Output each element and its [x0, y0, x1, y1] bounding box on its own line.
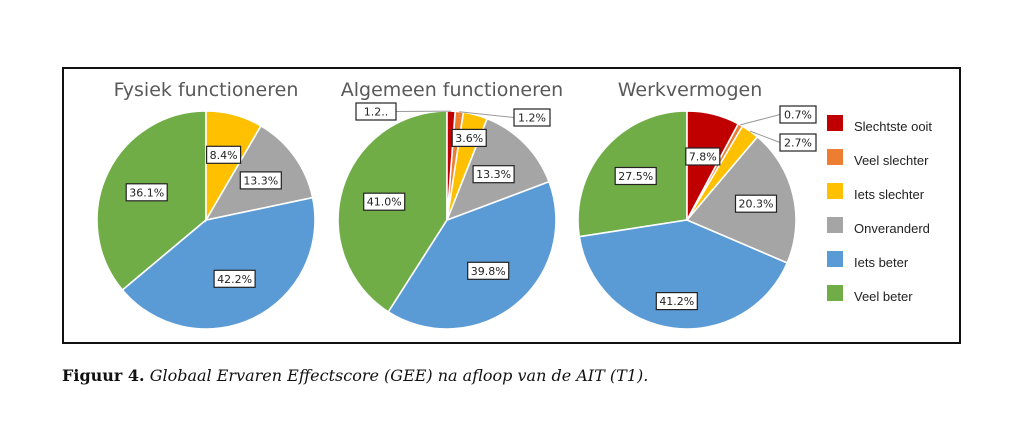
- data-label-text: 39.8%: [471, 265, 506, 278]
- data-label: 20.3%: [734, 194, 778, 213]
- legend-swatch: [827, 251, 843, 267]
- data-label-box: [451, 128, 487, 147]
- leader-line: [749, 130, 781, 143]
- pie-fysiek-functioneren: Fysiek functioneren 8.4% 13.3% 42.2% 36.1%: [96, 79, 316, 330]
- data-labels: 8.4% 13.3% 42.2% 36.1%: [125, 145, 282, 288]
- data-label-box: [213, 269, 256, 288]
- caption-label: Figuur 4.: [62, 366, 145, 385]
- pie-algemeen-functioneren: Algemeen functioneren 1.2.. 1.2% 3.6% 13.3%…: [337, 79, 563, 330]
- legend-swatch: [827, 217, 843, 233]
- data-label-box: [206, 145, 242, 164]
- data-label-box: [779, 105, 817, 124]
- data-label: 7.8%: [685, 147, 721, 166]
- legend-item: Slechtste ooit: [827, 115, 932, 134]
- pie-slice-iets-beter: [578, 219, 789, 330]
- caption-text: Globaal Ervaren Effectscore (GEE) na afl…: [149, 366, 649, 385]
- data-label-box: [513, 108, 551, 127]
- data-label: 1.2..: [355, 102, 452, 121]
- legend-swatch: [827, 115, 843, 131]
- data-label: 8.4%: [206, 145, 242, 164]
- data-label: 2.7%: [749, 130, 817, 152]
- data-label: 1.2%: [459, 108, 551, 127]
- data-label-text: 13.3%: [476, 168, 511, 181]
- data-label-box: [125, 183, 168, 202]
- figure-caption: Figuur 4. Globaal Ervaren Effectscore (G…: [62, 366, 648, 385]
- legend-label: Iets slechter: [854, 187, 925, 202]
- data-label: 39.8%: [467, 261, 510, 280]
- pie-title: Werkvermogen: [618, 79, 763, 101]
- data-label-text: 42.2%: [217, 273, 252, 286]
- data-label-box: [779, 133, 817, 152]
- legend-swatch: [827, 183, 843, 199]
- legend-item: Veel slechter: [827, 149, 929, 168]
- pie-title: Fysiek functioneren: [114, 79, 299, 101]
- data-label-text: 41.0%: [367, 196, 402, 209]
- legend-label: Onveranderd: [854, 221, 930, 236]
- leader-line: [740, 114, 781, 126]
- data-label-text: 36.1%: [129, 186, 164, 199]
- legend-item: Veel beter: [827, 285, 913, 304]
- legend-label: Iets beter: [854, 255, 909, 270]
- data-label-text: 1.2..: [364, 106, 389, 119]
- data-label-box: [363, 192, 406, 211]
- data-label-box: [239, 171, 282, 190]
- data-label: 13.3%: [239, 171, 282, 190]
- data-label-text: 1.2%: [518, 112, 546, 125]
- legend-label: Slechtste ooit: [854, 119, 932, 134]
- data-label-text: 41.2%: [659, 295, 694, 308]
- data-label-text: 8.4%: [210, 149, 238, 162]
- data-label: 13.3%: [472, 165, 515, 184]
- pie-slice-iets-beter: [121, 196, 316, 330]
- pie-slice-iets-beter: [387, 180, 557, 330]
- data-labels: 7.8% 0.7% 2.7% 20.3% 41.2% 27.5%: [614, 105, 817, 311]
- data-label-text: 0.7%: [784, 109, 812, 122]
- data-label-text: 7.8%: [689, 151, 717, 164]
- legend-item: Iets slechter: [827, 183, 925, 202]
- data-label-text: 2.7%: [784, 137, 812, 150]
- legend-label: Veel slechter: [854, 153, 929, 168]
- data-label-text: 27.5%: [618, 170, 653, 183]
- legend-item: Onveranderd: [827, 217, 930, 236]
- data-label-text: 20.3%: [739, 198, 774, 211]
- data-label-box: [734, 194, 778, 213]
- data-label-box: [472, 165, 515, 184]
- data-label-box: [685, 147, 721, 166]
- legend-label: Veel beter: [854, 289, 913, 304]
- data-label-text: 3.6%: [455, 132, 483, 145]
- legend: Slechtste ooit Veel slechter Iets slecht…: [827, 115, 932, 304]
- data-label-box: [614, 166, 657, 186]
- data-label: 36.1%: [125, 183, 168, 202]
- data-label: 0.7%: [740, 105, 817, 126]
- data-label: 41.2%: [655, 292, 698, 311]
- data-label: 3.6%: [451, 128, 487, 147]
- legend-swatch: [827, 285, 843, 301]
- data-labels: 1.2.. 1.2% 3.6% 13.3% 39.8% 41.0%: [355, 102, 551, 280]
- pie-slice-iets-slechter: [205, 110, 262, 223]
- data-label-box: [355, 102, 397, 121]
- legend-item: Iets beter: [827, 251, 909, 270]
- pie-title: Algemeen functioneren: [341, 79, 563, 101]
- pie-werkvermogen: Werkvermogen 7.8% 0.7% 2.7% 20.3% 41.2% 27.5%: [577, 79, 817, 330]
- data-label-text: 13.3%: [243, 174, 278, 187]
- data-label-box: [655, 292, 698, 311]
- data-label-box: [467, 261, 510, 280]
- data-label: 41.0%: [363, 192, 406, 211]
- leader-line: [459, 111, 515, 118]
- data-label: 27.5%: [614, 166, 657, 186]
- legend-swatch: [827, 149, 843, 165]
- data-label: 42.2%: [213, 269, 256, 288]
